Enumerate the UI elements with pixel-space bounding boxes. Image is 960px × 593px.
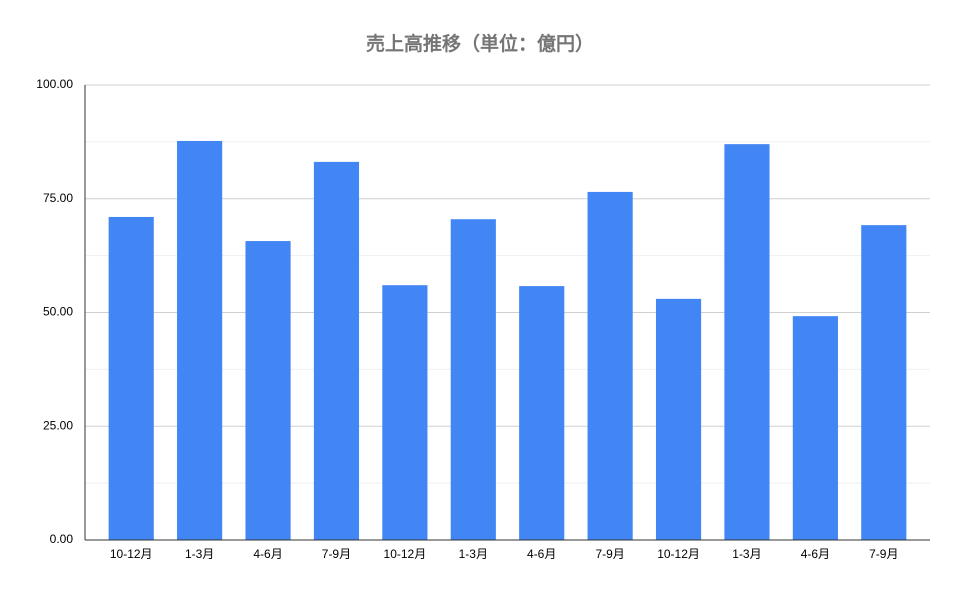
x-tick-label: 1-3月	[732, 547, 761, 561]
x-tick-label: 10-12月	[657, 547, 700, 561]
bar	[108, 216, 154, 540]
x-tick-label: 10-12月	[384, 547, 427, 561]
bar	[587, 191, 633, 541]
bar	[177, 140, 223, 540]
x-tick-label: 10-12月	[110, 547, 153, 561]
y-tick-label: 0.00	[50, 532, 74, 546]
x-tick-label: 7-9月	[595, 547, 624, 561]
bar	[313, 161, 360, 540]
y-tick-label: 50.00	[43, 305, 73, 319]
y-tick-label: 25.00	[43, 418, 73, 432]
bar	[450, 219, 496, 540]
bar	[861, 225, 907, 540]
bar	[792, 316, 838, 540]
x-tick-label: 1-3月	[459, 547, 488, 561]
chart-title: 売上高推移（単位：億円）	[366, 32, 594, 55]
x-tick-label: 7-9月	[322, 547, 351, 561]
y-tick-label: 75.00	[43, 191, 73, 205]
x-tick-label: 4-6月	[253, 547, 282, 561]
bar	[382, 285, 428, 540]
x-tick-label: 1-3月	[185, 547, 214, 561]
x-tick-label: 4-6月	[527, 547, 556, 561]
bar	[245, 241, 291, 540]
bar	[519, 286, 565, 540]
bar	[655, 298, 702, 540]
bar	[724, 144, 770, 540]
y-tick-label: 100.00	[36, 77, 73, 91]
x-tick-label: 7-9月	[869, 547, 898, 561]
x-tick-label: 4-6月	[801, 547, 830, 561]
